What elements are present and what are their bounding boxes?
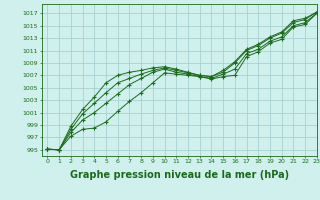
X-axis label: Graphe pression niveau de la mer (hPa): Graphe pression niveau de la mer (hPa) [70,170,289,180]
